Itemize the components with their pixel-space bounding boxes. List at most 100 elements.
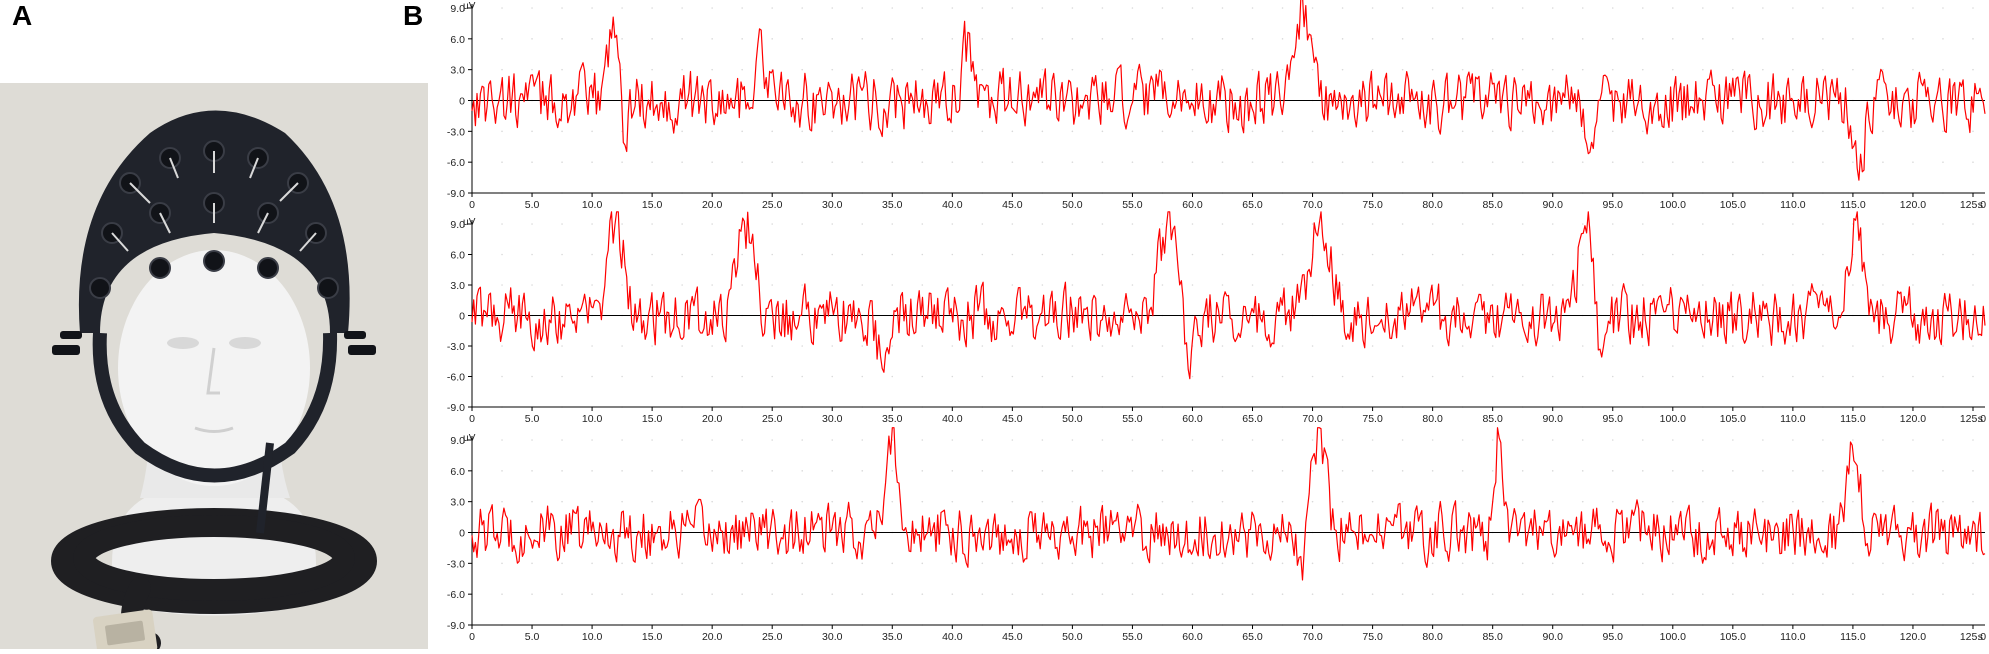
grid-dot [1341, 38, 1344, 40]
grid-dot [1581, 130, 1584, 133]
grid-dot [801, 161, 804, 163]
grid-dot [951, 223, 954, 225]
grid-dot [1671, 593, 1674, 595]
grid-dot [681, 500, 683, 503]
grid-dot [1972, 345, 1974, 347]
grid-dot [1011, 470, 1014, 472]
x-tick-label: 70.0 [1302, 413, 1323, 425]
grid-dot [711, 130, 713, 133]
grid-dot [1822, 284, 1824, 286]
grid-dot [1221, 284, 1224, 286]
grid-dot [951, 38, 954, 40]
grid-dot [831, 439, 834, 441]
grid-dot [981, 38, 984, 40]
grid-dot [1641, 500, 1644, 503]
grid-dot [1521, 284, 1524, 286]
grid-dot [831, 253, 834, 256]
y-tick-label: 0 [459, 311, 465, 323]
grid-dot [1041, 375, 1044, 378]
grid-dot [1161, 439, 1164, 441]
x-tick-label: 90.0 [1542, 199, 1563, 211]
grid-dot [1641, 593, 1644, 595]
grid-dot [861, 253, 864, 256]
grid-dot [921, 223, 924, 225]
grid-dot [891, 500, 894, 503]
grid-dot [1581, 470, 1584, 472]
grid-dot [1852, 284, 1854, 286]
grid-dot [1101, 7, 1104, 9]
x-tick-label: 115.0 [1840, 631, 1866, 643]
grid-dot [1942, 130, 1944, 133]
grid-dot [651, 253, 653, 256]
grid-dot [1702, 439, 1704, 441]
grid-dot [1762, 284, 1764, 286]
x-tick-label: 90.0 [1542, 413, 1563, 425]
grid-dot [1341, 470, 1344, 472]
grid-dot [1942, 68, 1944, 71]
grid-dot [801, 562, 804, 565]
x-tick-label: 5.0 [525, 631, 540, 643]
grid-dot [711, 7, 713, 9]
grid-dot [1251, 68, 1254, 71]
grid-dot [1671, 130, 1674, 133]
grid-dot [1852, 593, 1854, 595]
grid-dot [1011, 253, 1014, 256]
grid-dot [1611, 68, 1614, 71]
grid-dot [1491, 593, 1494, 595]
grid-dot [771, 253, 773, 256]
x-tick-label: 65.0 [1242, 199, 1263, 211]
grid-dot [1882, 38, 1884, 40]
grid-dot [1131, 470, 1134, 472]
grid-dot [921, 500, 924, 503]
grid-dot [771, 38, 773, 40]
x-tick-label: 70.0 [1302, 199, 1323, 211]
grid-dot [1281, 284, 1284, 286]
grid-dot [621, 68, 623, 71]
grid-dot [891, 161, 894, 163]
x-tick-label: 125.0 [1960, 631, 1986, 643]
grid-dot [1041, 439, 1044, 441]
grid-dot [741, 375, 743, 378]
x-tick-label: 50.0 [1062, 199, 1083, 211]
grid-dot [1281, 7, 1284, 9]
grid-dot [1792, 161, 1794, 163]
grid-dot [981, 223, 984, 225]
grid-dot [591, 7, 593, 9]
grid-dot [1461, 38, 1464, 40]
eeg-chart-1: 9.0 6.0 3.0 0 -3.0 -6.0 -9.0 μV 0 5.0 10.0 15.0 20.0… [447, 0, 1986, 211]
grid-dot [801, 439, 804, 441]
grid-dot [1882, 161, 1884, 163]
grid-dot [1972, 375, 1974, 378]
grid-dot [891, 253, 894, 256]
grid-dot [741, 161, 743, 163]
grid-dot [1972, 161, 1974, 163]
grid-dot [951, 345, 954, 347]
grid-dot [531, 223, 533, 225]
grid-dot [1491, 253, 1494, 256]
grid-dot [1071, 500, 1074, 503]
grid-dot [1431, 500, 1434, 503]
grid-dot [531, 38, 533, 40]
grid-dot [1792, 7, 1794, 9]
grid-dot [1071, 439, 1074, 441]
x-tick-label: 10.0 [582, 413, 603, 425]
grid-dot [1131, 130, 1134, 133]
grid-dot [1671, 284, 1674, 286]
grid-dot [1521, 38, 1524, 40]
grid-dot [1281, 375, 1284, 378]
grid-dot [1401, 253, 1404, 256]
grid-dot [1852, 130, 1854, 133]
grid-dot [1491, 223, 1494, 225]
grid-dot [591, 500, 593, 503]
grid-dot [1401, 7, 1404, 9]
grid-dot [1822, 375, 1824, 378]
x-tick-label: 60.0 [1182, 631, 1203, 643]
grid-dot [711, 375, 713, 378]
grid-dot [1101, 284, 1104, 286]
grid-dot [1912, 253, 1914, 256]
grid-dot [1942, 38, 1944, 40]
grid-dot [801, 470, 804, 472]
grid-dot [1161, 68, 1164, 71]
x-tick-label: 105.0 [1720, 413, 1746, 425]
grid-dot [951, 375, 954, 378]
